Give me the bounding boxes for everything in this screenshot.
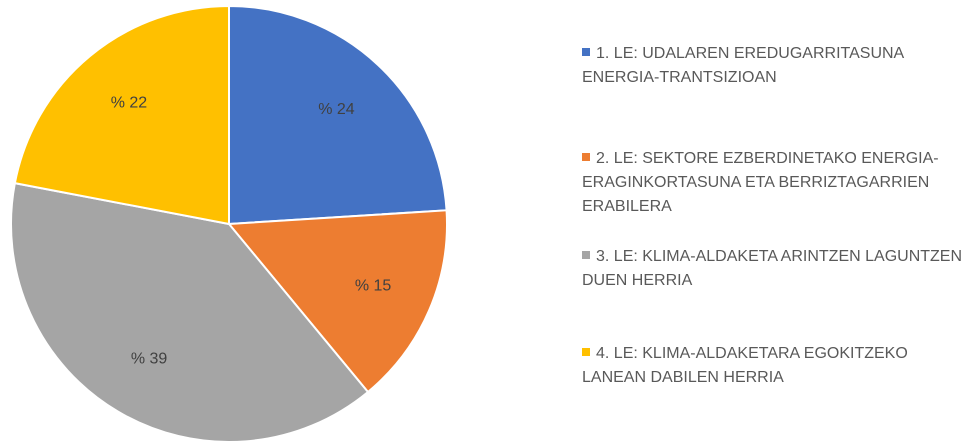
pie-slice [228, 4, 448, 226]
legend-entry: 4. LE: KLIMA-ALDAKETARA EGOKITZEKO LANEA… [582, 342, 967, 390]
legend-swatch [582, 348, 590, 356]
data-label: % 22 [111, 94, 148, 111]
legend-entry: 3. LE: KLIMA-ALDAKETA ARINTZEN LAGUNTZEN… [582, 245, 967, 293]
legend-label: 1. LE: UDALAREN EREDUGARRITASUNA ENERGIA… [582, 45, 904, 86]
legend-swatch [582, 251, 590, 259]
legend-label: 4. LE: KLIMA-ALDAKETARA EGOKITZEKO LANEA… [582, 345, 908, 386]
pie-area: % 24 % 15 % 39 % 22 [10, 4, 448, 442]
pie-slice [13, 4, 230, 226]
data-label: % 24 [318, 101, 355, 118]
legend-swatch [582, 153, 590, 161]
legend-label: 3. LE: KLIMA-ALDAKETA ARINTZEN LAGUNTZEN… [582, 248, 963, 289]
data-label: % 15 [355, 278, 392, 295]
legend-entry: 2. LE: SEKTORE EZBERDINETAKO ENERGIA-ERA… [582, 147, 967, 219]
pie-slice [226, 209, 448, 394]
pie-slice [10, 181, 370, 442]
legend-swatch [582, 48, 590, 56]
legend-entry: 1. LE: UDALAREN EREDUGARRITASUNA ENERGIA… [582, 42, 967, 90]
legend-label: 2. LE: SEKTORE EZBERDINETAKO ENERGIA-ERA… [582, 150, 939, 215]
data-label: % 39 [131, 350, 168, 367]
